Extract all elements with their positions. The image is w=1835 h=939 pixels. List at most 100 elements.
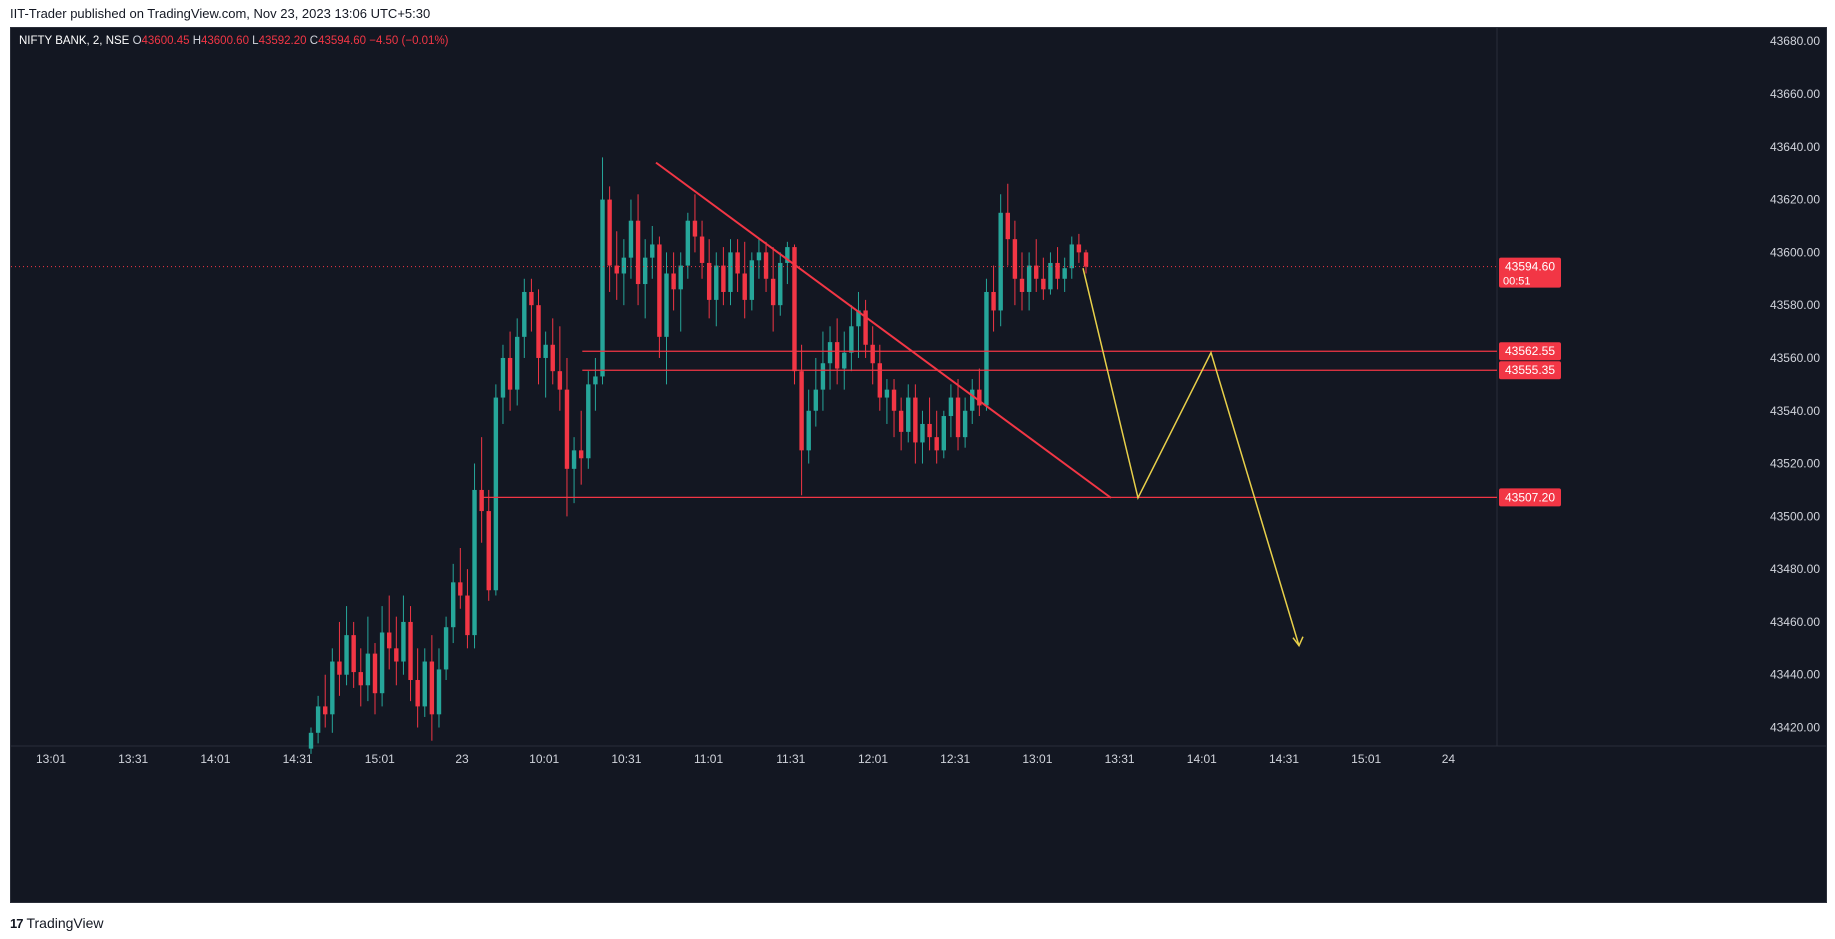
candle-body bbox=[1069, 244, 1074, 269]
candle-body bbox=[443, 627, 449, 670]
candle-body bbox=[1076, 244, 1082, 253]
candle-body bbox=[991, 291, 996, 311]
candle-body bbox=[714, 265, 719, 300]
candle-body bbox=[1026, 265, 1032, 292]
low-value: 43592.20 bbox=[258, 35, 307, 47]
low-label: L bbox=[252, 35, 259, 47]
y-tick-label: 43420.00 bbox=[1770, 721, 1820, 735]
candle-body bbox=[756, 252, 762, 261]
publish-header: IIT-Trader published on TradingView.com,… bbox=[0, 0, 1835, 27]
x-tick-label: 13:01 bbox=[36, 752, 66, 766]
candle-body bbox=[586, 384, 591, 459]
candle-body bbox=[372, 653, 378, 694]
candle-body bbox=[593, 376, 598, 385]
candle-body bbox=[927, 423, 932, 438]
candle-body bbox=[379, 632, 385, 694]
candle-body bbox=[955, 397, 961, 438]
tradingview-logo[interactable]: 17 TradingView bbox=[10, 915, 104, 931]
candle-body bbox=[1055, 262, 1060, 279]
close-label: C bbox=[309, 35, 319, 47]
candle-body bbox=[536, 305, 541, 358]
x-tick-label: 10:01 bbox=[529, 752, 559, 766]
candle-body bbox=[941, 416, 947, 451]
x-tick-label: 15:01 bbox=[365, 752, 395, 766]
candle-body bbox=[778, 262, 783, 306]
y-tick-label: 43480.00 bbox=[1770, 562, 1820, 576]
candle-body bbox=[906, 397, 911, 432]
candle-body bbox=[678, 265, 683, 290]
candle-body bbox=[849, 326, 854, 353]
candle-body bbox=[920, 423, 925, 443]
projection-path bbox=[1082, 268, 1300, 646]
candle-body bbox=[813, 389, 819, 411]
y-tick-label: 43620.00 bbox=[1770, 193, 1820, 207]
published-info: IIT-Trader published on TradingView.com,… bbox=[10, 6, 431, 21]
price-level-tag bbox=[1499, 361, 1561, 380]
candle-body bbox=[330, 661, 335, 715]
y-tick-label: 43540.00 bbox=[1770, 404, 1820, 418]
tradingview-logo-text: TradingView bbox=[26, 915, 104, 931]
x-tick-label: 14:01 bbox=[200, 752, 230, 766]
candle-body bbox=[1019, 278, 1025, 292]
y-tick-label: 43440.00 bbox=[1770, 668, 1820, 682]
candle-body bbox=[984, 291, 989, 406]
price-level-tag bbox=[1499, 488, 1561, 507]
price-level-label: 43555.35 bbox=[1505, 363, 1555, 377]
candle-body bbox=[621, 257, 627, 274]
candle-body bbox=[422, 661, 427, 707]
candle-body bbox=[529, 291, 534, 306]
candle-body bbox=[685, 220, 691, 266]
candle-body bbox=[721, 265, 726, 292]
candle-body bbox=[962, 410, 968, 438]
candlestick-chart[interactable]: 43420.00 43440.00 43460.00 43480.00 43500.00… bbox=[11, 28, 1827, 903]
candle-body bbox=[970, 389, 975, 411]
x-tick-label: 14:31 bbox=[1269, 752, 1299, 766]
candle-body bbox=[806, 410, 811, 451]
x-tick-label: 11:31 bbox=[776, 752, 805, 766]
chart-panel[interactable]: 43420.00 43440.00 43460.00 43480.00 43500.00… bbox=[10, 27, 1827, 903]
candle-body bbox=[763, 252, 769, 279]
candle-body bbox=[820, 363, 826, 390]
projection-arrowhead bbox=[1292, 636, 1304, 648]
candle-body bbox=[1062, 268, 1067, 279]
candle-body bbox=[315, 706, 321, 733]
candle-body bbox=[642, 257, 648, 285]
candle-body bbox=[550, 344, 555, 372]
current-price-tag bbox=[1499, 257, 1561, 288]
candle-body bbox=[614, 265, 619, 274]
candle-body bbox=[834, 342, 840, 369]
candle-body bbox=[493, 397, 499, 591]
candle-body bbox=[522, 291, 527, 337]
candle-body bbox=[998, 212, 1003, 311]
candle-body bbox=[977, 389, 982, 406]
candle-body bbox=[429, 661, 435, 715]
candle-body bbox=[358, 672, 363, 686]
candle-body bbox=[749, 260, 755, 300]
current-price-label: 43594.60 bbox=[1505, 260, 1555, 274]
y-tick-label: 43460.00 bbox=[1770, 615, 1820, 629]
candle-body bbox=[365, 653, 371, 686]
y-tick-label: 43520.00 bbox=[1770, 457, 1820, 471]
price-level-label: 43562.55 bbox=[1505, 344, 1555, 358]
candle-body bbox=[856, 310, 861, 327]
candle-body bbox=[650, 244, 655, 258]
candle-body bbox=[415, 680, 420, 707]
candle-body bbox=[827, 342, 833, 364]
y-tick-label: 43580.00 bbox=[1770, 298, 1820, 312]
candle-body bbox=[898, 410, 904, 432]
candle-body bbox=[671, 273, 676, 290]
x-tick-label: 14:01 bbox=[1187, 752, 1217, 766]
candle-body bbox=[557, 371, 563, 390]
candle-body bbox=[394, 648, 399, 662]
x-tick-label: 24 bbox=[1442, 752, 1456, 766]
x-tick-label: 13:31 bbox=[118, 752, 148, 766]
candle-body bbox=[934, 437, 939, 451]
x-tick-label: 11:01 bbox=[694, 752, 723, 766]
high-value: 43600.60 bbox=[201, 35, 249, 47]
symbol-label: NIFTY BANK, 2, NSE bbox=[19, 35, 130, 47]
x-tick-label: 14:31 bbox=[283, 752, 313, 766]
candle-body bbox=[842, 352, 847, 369]
candle-body bbox=[1083, 252, 1089, 267]
candle-body bbox=[863, 310, 868, 345]
candle-body bbox=[500, 357, 506, 398]
